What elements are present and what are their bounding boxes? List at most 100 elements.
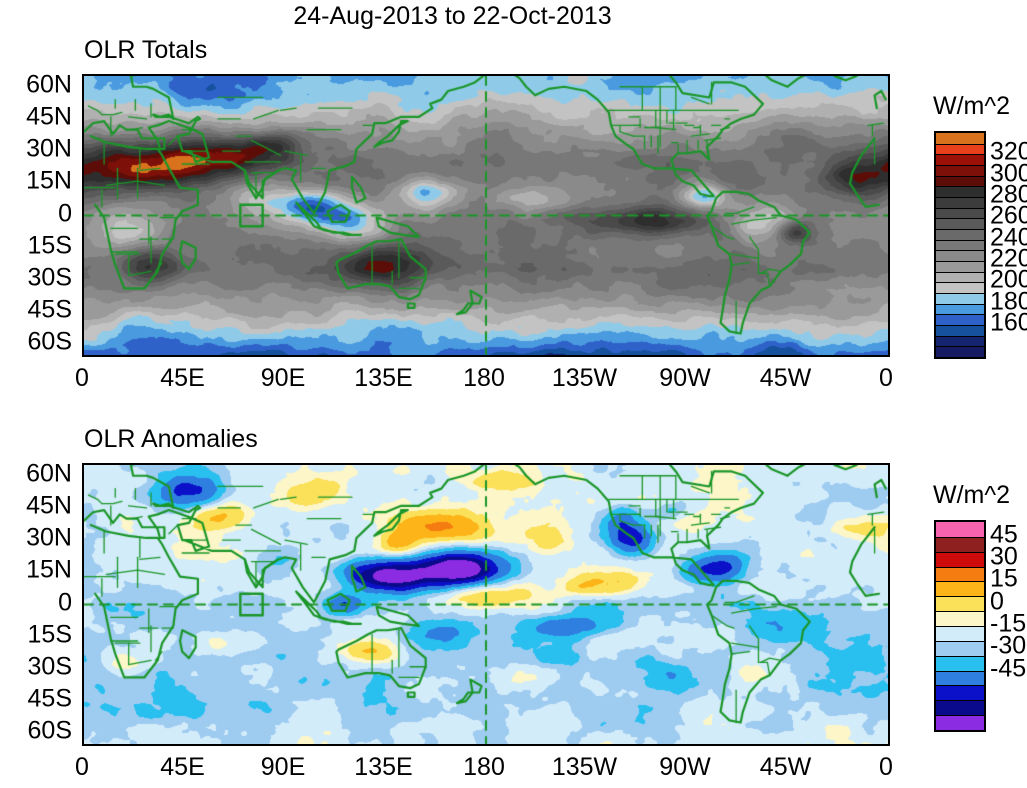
map-plot-olr-anomalies <box>82 463 890 746</box>
axis-tick-minor <box>434 744 437 746</box>
axis-tick-minor <box>635 463 638 465</box>
axis-tick-minor <box>334 355 337 357</box>
axis-tick <box>83 463 86 465</box>
colorbar-band <box>936 685 984 701</box>
axis-tick-minor <box>888 743 890 746</box>
axis-tick-minor <box>888 80 890 83</box>
x-tick-label-45E: 45E <box>160 753 205 781</box>
axis-tick-minor <box>82 582 84 585</box>
axis-tick <box>686 744 689 746</box>
panel-title-anomalies: OLR Anomalies <box>84 425 258 453</box>
axis-tick-minor <box>888 160 890 163</box>
axis-tick-minor <box>888 273 890 276</box>
axis-tick <box>888 278 890 281</box>
x-tick-label-90W: 90W <box>659 753 711 781</box>
axis-tick <box>82 182 84 185</box>
axis-tick-minor <box>82 225 84 228</box>
axis-tick-minor <box>888 565 890 568</box>
axis-tick <box>888 506 890 509</box>
axis-tick-minor <box>82 646 84 649</box>
axis-tick-minor <box>888 128 890 131</box>
axis-tick <box>384 74 387 76</box>
axis-tick <box>686 74 689 76</box>
colorbar-separator <box>936 581 984 583</box>
colorbar-tick-label-neg15: -15 <box>990 609 1027 638</box>
axis-tick <box>485 74 488 76</box>
axis-tick-minor <box>888 289 890 292</box>
colorbar-tick-label-200: 200 <box>990 265 1027 294</box>
axis-tick <box>183 74 186 76</box>
axis-tick-minor <box>888 694 890 697</box>
y-tick-label-15S: 15S <box>27 620 72 649</box>
axis-tick-minor <box>82 273 84 276</box>
axis-tick <box>786 463 789 465</box>
colorbar-band <box>936 165 984 176</box>
axis-tick-minor <box>82 80 84 83</box>
axis-tick-minor <box>888 193 890 196</box>
axis-tick-minor <box>82 354 84 357</box>
axis-tick-minor <box>82 96 84 99</box>
axis-tick-minor <box>888 321 890 324</box>
x-tick-label-45W: 45W <box>759 364 812 392</box>
y-tick-label-60S: 60S <box>27 327 72 356</box>
y-axis-labels-totals: 60N 45N 30N 15N 0 15S 30S 45S 60S <box>0 70 72 356</box>
axis-tick <box>888 539 890 542</box>
axis-tick-minor <box>82 337 84 340</box>
axis-tick <box>485 463 488 465</box>
axis-tick-minor <box>836 463 839 465</box>
colorbar-band <box>936 700 984 716</box>
axis-tick-minor <box>888 646 890 649</box>
axis-tick <box>888 603 890 606</box>
axis-tick <box>284 463 287 465</box>
axis-tick <box>284 744 287 746</box>
axis-tick <box>786 355 789 357</box>
axis-tick-minor <box>82 144 84 147</box>
axis-tick <box>82 603 84 606</box>
axis-tick-minor <box>535 355 538 357</box>
colorbar-labels-totals: 320 300 280 260 240 220 200 180 160 <box>990 131 1027 355</box>
colorbar-tick-label-260: 260 <box>990 201 1027 230</box>
axis-tick-minor <box>82 305 84 308</box>
axis-tick <box>82 539 84 542</box>
axis-tick-minor <box>82 694 84 697</box>
colorbar-band <box>936 596 984 612</box>
axis-tick-minor <box>82 193 84 196</box>
axis-tick-minor <box>736 355 739 357</box>
axis-tick <box>888 343 890 346</box>
axis-tick <box>82 474 84 477</box>
colorbar-separator <box>936 271 984 273</box>
colorbar-separator <box>936 640 984 642</box>
y-tick-label-15N: 15N <box>26 166 72 195</box>
axis-tick-minor <box>82 533 84 536</box>
y-tick-label-60N: 60N <box>26 70 72 99</box>
axis-tick-minor <box>82 241 84 244</box>
x-tick-label-135E: 135E <box>354 364 413 392</box>
colorbar-tick-label-neg30: -30 <box>990 631 1027 660</box>
colorbar-anomalies <box>934 520 986 732</box>
colorbar-tick-label-180: 180 <box>990 287 1027 316</box>
colorbar-separator <box>936 314 984 316</box>
y-tick-label-60S: 60S <box>27 716 72 745</box>
x-tick-label-45W: 45W <box>759 753 812 781</box>
colorbar-separator <box>936 346 984 348</box>
axis-tick-minor <box>888 225 890 228</box>
colorbar-band <box>936 218 984 229</box>
axis-tick-minor <box>888 533 890 536</box>
axis-tick-minor <box>334 463 337 465</box>
colorbar-tick-label-320: 320 <box>990 137 1027 166</box>
axis-tick <box>183 355 186 357</box>
axis-tick-minor <box>888 469 890 472</box>
colorbar-band <box>936 626 984 641</box>
colorbar-labels-anomalies: 45 30 15 0 -15 -30 -45 <box>990 520 1027 728</box>
colorbar-separator <box>936 700 984 702</box>
axis-tick-minor <box>888 337 890 340</box>
axis-tick <box>82 732 84 735</box>
x-tick-label-135E: 135E <box>354 753 413 781</box>
axis-tick <box>888 732 890 735</box>
axis-tick-minor <box>82 321 84 324</box>
axis-tick-minor <box>888 144 890 147</box>
colorbar-separator <box>936 218 984 220</box>
axis-tick <box>686 355 689 357</box>
x-tick-label-135W: 135W <box>551 364 618 392</box>
colorbar-tick-label-neg45: -45 <box>990 654 1027 683</box>
